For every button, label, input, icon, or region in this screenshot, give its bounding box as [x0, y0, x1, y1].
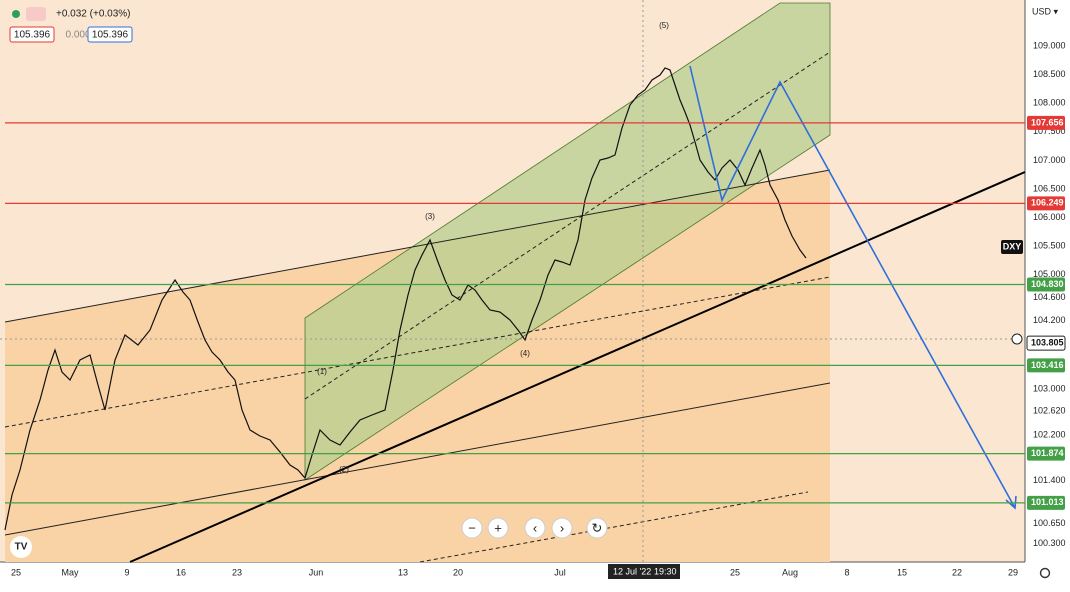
price-badge: [1027, 495, 1065, 510]
price-tick: 103.000: [1033, 384, 1066, 394]
btn-plus[interactable]: +: [487, 517, 509, 539]
time-label: 20: [453, 567, 463, 577]
quote-ask: 105.396: [92, 30, 129, 41]
price-badge-label: 103.805: [1031, 338, 1064, 348]
wave-label: (5): [659, 21, 669, 30]
price-badge: [1027, 115, 1065, 130]
price-badge-label: 101.013: [1031, 497, 1064, 507]
crosshair-date: 12 Jul '22: [613, 566, 651, 576]
price-tick: 100.650: [1033, 518, 1066, 528]
price-badge: [1027, 358, 1065, 373]
time-label: 16: [176, 567, 186, 577]
trend-line: [129, 171, 1026, 563]
quote-box: [9, 26, 55, 43]
currency: USD ▾: [1032, 6, 1059, 16]
price-tick: 105.500: [1033, 241, 1066, 251]
btn-minus[interactable]: −: [461, 517, 483, 539]
quote-bid: 105.396: [14, 30, 51, 41]
price-line: [4, 67, 807, 531]
time-label: 15: [897, 567, 907, 577]
price-tick: 107.500: [1033, 126, 1066, 136]
btn-icon[interactable]: +: [494, 520, 502, 535]
wedge-mid: [419, 491, 809, 563]
time-label: Aug: [782, 567, 798, 577]
price-axis-bg: [1025, 0, 1070, 587]
settings-icon[interactable]: [1039, 567, 1051, 579]
btn-bg[interactable]: [487, 517, 509, 539]
wedge-line: [4, 382, 831, 536]
btn-bg[interactable]: [551, 517, 573, 539]
btn-icon[interactable]: −: [468, 520, 476, 535]
price-tick: 106.000: [1033, 212, 1066, 222]
time-label: Jun: [309, 567, 324, 577]
price-tick: 105.000: [1033, 269, 1066, 279]
price-tick: 107.000: [1033, 155, 1066, 165]
time-label: 29: [1008, 567, 1018, 577]
price-badge-label: 101.874: [1031, 448, 1064, 458]
price-tick: 100.300: [1033, 538, 1066, 548]
quote-spread: 0.000: [65, 30, 90, 41]
time-label: 23: [232, 567, 242, 577]
price-tick: 101.400: [1033, 475, 1066, 485]
btn-bg[interactable]: [586, 517, 608, 539]
price-badge: [1026, 335, 1066, 351]
wave-label: (3): [425, 212, 435, 221]
time-label: 22: [952, 567, 962, 577]
price-badge: [1027, 277, 1065, 292]
btn-icon[interactable]: ‹: [533, 520, 537, 535]
trend-channel: [304, 2, 831, 481]
wedge-line: [4, 169, 831, 323]
wave-label: (4): [520, 349, 530, 358]
btn-back[interactable]: ‹: [524, 517, 546, 539]
time-label: May: [61, 567, 79, 577]
btn-bg[interactable]: [461, 517, 483, 539]
price-tick: 109.000: [1033, 40, 1066, 50]
btn-bg[interactable]: [524, 517, 546, 539]
price-tick: 106.500: [1033, 183, 1066, 193]
source-icon: [26, 7, 46, 21]
price-tick: 102.200: [1033, 429, 1066, 439]
symbol-badge: [1001, 240, 1023, 254]
btn-icon[interactable]: ↻: [592, 520, 603, 535]
price-badge-label: 103.416: [1031, 360, 1064, 370]
time-label: 25: [11, 567, 21, 577]
wave-label: (1): [317, 367, 327, 376]
price-badge: [1027, 446, 1065, 461]
time-label: 13: [398, 567, 408, 577]
time-label: Jul: [554, 567, 566, 577]
time-label: 8: [844, 567, 849, 577]
btn-reset[interactable]: ↻: [586, 517, 608, 539]
btn-forward[interactable]: ›: [551, 517, 573, 539]
price-tick: 102.620: [1033, 405, 1066, 415]
price-badge-label: 107.656: [1031, 117, 1064, 127]
status-dot: [12, 10, 20, 18]
time-axis-bg: [0, 562, 1025, 587]
crosshair-plus: [1011, 333, 1023, 345]
tv-logo: TV: [10, 536, 32, 558]
price-tick: 104.600: [1033, 292, 1066, 302]
btn-icon[interactable]: ›: [560, 520, 564, 535]
price-badge-label: 106.249: [1031, 198, 1064, 208]
logo-text: TV: [15, 542, 28, 553]
quote-box: [87, 26, 133, 43]
time-label: 9: [124, 567, 129, 577]
time-label: 25: [730, 567, 740, 577]
price-tick: 108.500: [1033, 69, 1066, 79]
wave-label: (2): [339, 465, 349, 474]
crosshair-time: 19:30: [654, 566, 677, 576]
price-tick: 104.200: [1033, 315, 1066, 325]
crosshair-date-badge: [608, 564, 680, 579]
price-badge: [1027, 196, 1065, 211]
price-badge-label: 104.830: [1031, 279, 1064, 289]
projection-path: [689, 65, 1016, 509]
change: +0.032 (+0.03%): [56, 9, 131, 20]
price-tick: 108.000: [1033, 98, 1066, 108]
symbol: DXY: [1003, 241, 1022, 251]
